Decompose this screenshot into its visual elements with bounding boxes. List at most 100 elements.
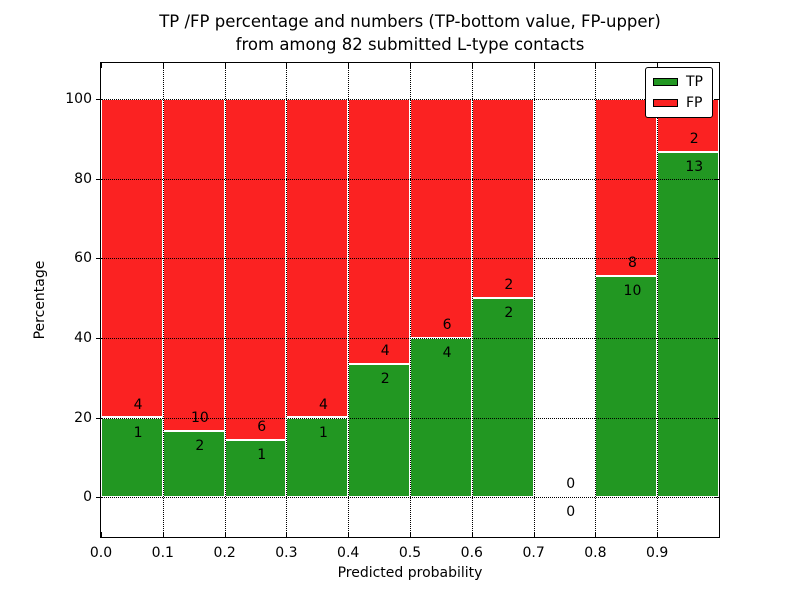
y-tick-right (714, 258, 719, 260)
y-tick-left (96, 178, 101, 180)
fp-count-label: 6 (442, 316, 452, 333)
tp-bar (471, 298, 534, 498)
y-axis-label: Percentage (32, 260, 48, 340)
tp-count-label: 1 (133, 424, 143, 441)
plot-area: 4 1 10 2 6 1 4 1 4 2 6 4 2 2 0 0 8 10 2 13 (96, 62, 720, 538)
x-gridline (595, 63, 597, 537)
legend-item-tp: TP (653, 74, 705, 90)
y-tick-label: 80 (74, 170, 92, 187)
tp-count-label: 2 (380, 371, 390, 388)
tp-bar (348, 364, 410, 498)
x-tick-label: 0.6 (460, 545, 483, 561)
fp-count-label: 4 (380, 343, 390, 360)
x-tick-bottom (657, 532, 659, 537)
x-tick-bottom (410, 532, 411, 537)
x-tick-label: 0.3 (275, 545, 298, 561)
x-tick-top (471, 63, 473, 68)
y-tick-right (714, 178, 719, 180)
x-tick-top (410, 63, 411, 68)
fp-count-label: 2 (504, 277, 514, 293)
x-tick-top (348, 63, 350, 68)
x-tick-bottom (348, 532, 350, 537)
x-tick-top (162, 63, 164, 68)
y-tick-right (714, 417, 719, 419)
fp-bar (224, 98, 287, 441)
chart-title-line1: TP /FP percentage and numbers (TP-bottom… (159, 12, 661, 31)
tp-count-label: 2 (504, 305, 514, 321)
x-gridline (471, 63, 473, 537)
fp-bar (348, 98, 410, 365)
tp-bar (595, 275, 658, 498)
y-tick-left (96, 497, 101, 499)
fp-count-label: 4 (133, 396, 143, 413)
y-tick-label: 60 (74, 250, 92, 267)
x-tick-label: 0.9 (646, 545, 669, 561)
tp-count-label: 10 (623, 282, 642, 299)
tp-bar (101, 417, 163, 498)
x-gridline (533, 63, 535, 537)
x-tick-top (657, 63, 659, 68)
x-tick-label: 0.1 (151, 545, 174, 561)
x-tick-top (224, 63, 226, 68)
x-tick-label: 0.8 (584, 545, 607, 561)
tp-bar (657, 151, 719, 498)
fp-count-label: 10 (190, 409, 209, 426)
x-tick-bottom (533, 532, 535, 537)
fp-bar (471, 98, 534, 298)
y-tick-right (714, 497, 719, 499)
tp-bar (162, 430, 225, 498)
y-tick-left (96, 258, 101, 260)
x-tick-label: 0.7 (522, 545, 545, 561)
x-tick-bottom (224, 532, 226, 537)
x-tick-top (595, 63, 597, 68)
x-tick-label: 0.5 (398, 545, 422, 561)
y-tick-left (96, 417, 101, 419)
tp-count-label: 4 (442, 344, 452, 361)
legend-item-fp: FP (653, 95, 705, 111)
chart-title-line2: from among 82 submitted L-type contacts (235, 35, 585, 54)
tp-legend-label: TP (686, 74, 703, 90)
y-tick-left (96, 98, 101, 100)
tp-count-label: 13 (685, 158, 704, 175)
fp-bar (162, 98, 225, 431)
x-tick-top (533, 63, 535, 68)
x-tick-top (101, 63, 102, 68)
x-gridline (224, 63, 226, 537)
x-gridline (162, 63, 164, 537)
x-tick-bottom (286, 532, 288, 537)
tp-legend-swatch (653, 78, 678, 86)
legend: TP FP (645, 67, 713, 118)
fp-count-label: 6 (257, 419, 267, 436)
x-axis-label: Predicted probability (337, 565, 483, 581)
tp-count-label: 1 (319, 424, 328, 441)
fp-legend-label: FP (686, 95, 703, 111)
fp-count-label: 2 (689, 130, 699, 147)
fp-count-label: 0 (566, 476, 576, 493)
x-tick-bottom (101, 532, 102, 537)
y-tick-left (96, 337, 101, 339)
x-gridline (348, 63, 350, 537)
x-tick-bottom (471, 532, 473, 537)
chart-title: TP /FP percentage and numbers (TP-bottom… (100, 10, 720, 56)
y-tick-label: 40 (74, 329, 92, 346)
x-tick-label: 0.2 (213, 545, 236, 561)
fp-bar (101, 98, 163, 418)
tp-bar (224, 440, 287, 498)
tp-bar (286, 417, 349, 498)
tp-count-label: 1 (257, 447, 267, 464)
x-tick-label: 0.0 (89, 545, 113, 561)
x-gridline (657, 63, 659, 537)
y-tick-right (714, 98, 719, 100)
tp-count-label: 2 (195, 437, 205, 454)
fp-bar (410, 98, 472, 338)
fp-count-label: 8 (628, 254, 637, 271)
y-tick-right (714, 337, 719, 339)
tp-count-label: 0 (566, 504, 576, 521)
fp-legend-swatch (653, 99, 678, 107)
x-tick-label: 0.4 (337, 545, 360, 561)
fp-bar (286, 98, 349, 418)
y-tick-label: 100 (65, 90, 92, 107)
y-tick-label: 20 (74, 409, 92, 426)
fp-count-label: 4 (319, 396, 328, 413)
